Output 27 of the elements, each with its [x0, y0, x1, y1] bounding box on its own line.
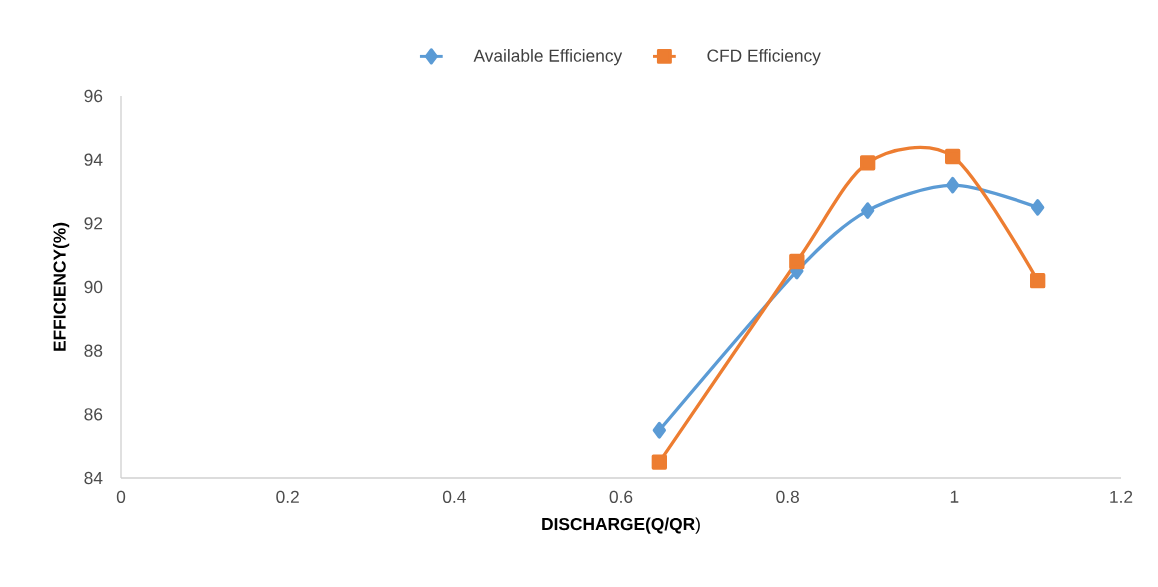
point	[789, 253, 805, 270]
point	[651, 454, 668, 470]
x-tick-label: 0	[116, 490, 126, 503]
y-tick-label: 86	[84, 408, 103, 421]
x-tick-label: 0.4	[442, 490, 466, 503]
x-tick-label: 1.2	[1110, 490, 1133, 503]
point	[860, 155, 876, 171]
y-tick-label: 88	[84, 344, 103, 357]
y-tick-label: 92	[84, 217, 103, 230]
point	[1031, 199, 1045, 216]
x-tick-label: 1	[950, 490, 959, 503]
point	[946, 176, 960, 194]
y-tick-label: 96	[84, 89, 103, 103]
legend-label: Available Efficiency	[473, 49, 623, 66]
x-tick-label: 0.8	[776, 490, 799, 503]
point	[1030, 272, 1046, 289]
legend-label: CFD Efficiency	[707, 49, 821, 66]
y-tick-label: 94	[84, 153, 103, 166]
x-axis-title: DISCHARGE(Q/QR)	[542, 517, 700, 534]
y-tick-label: 90	[84, 280, 103, 294]
y-tick-label: 84	[84, 471, 103, 485]
y-axis-title: EFFICIENCY(%)	[53, 222, 70, 351]
x-tick-label: 0.2	[276, 490, 299, 503]
point	[945, 148, 961, 165]
point	[861, 202, 875, 219]
point	[652, 421, 667, 439]
x-tick-label: 0.6	[609, 490, 633, 503]
